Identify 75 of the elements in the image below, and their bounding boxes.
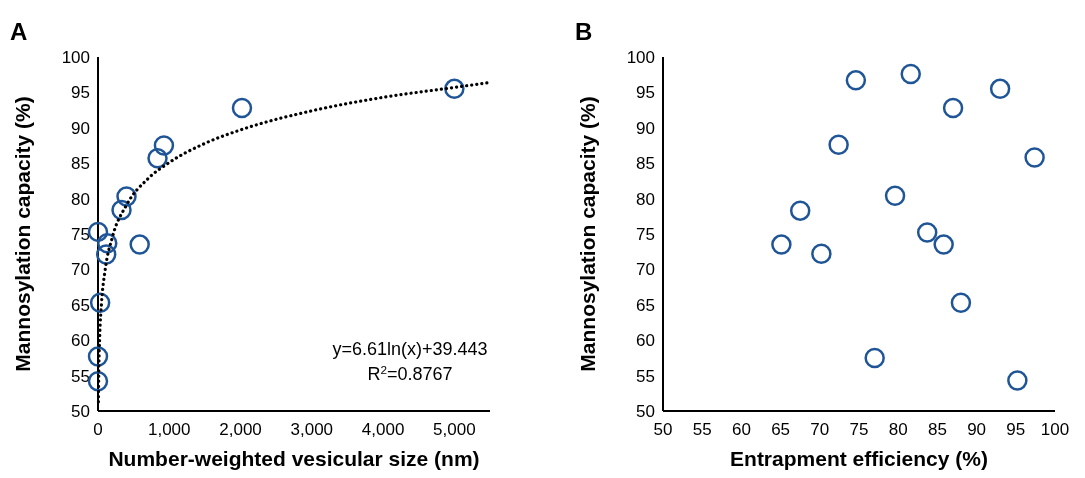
point	[89, 292, 111, 313]
point	[95, 244, 117, 265]
x-tick-label: 1,000	[148, 420, 191, 439]
x-tick-label: 55	[692, 420, 712, 439]
point	[950, 292, 972, 313]
point	[845, 70, 867, 91]
x-tick-label: 0	[93, 420, 103, 439]
y-tick-label: 55	[71, 366, 90, 386]
point	[811, 243, 832, 265]
annotation: R$^{2}$=0.8767	[367, 362, 453, 384]
annotation: y=6.61ln(x)+39.443	[332, 339, 488, 359]
point	[789, 200, 811, 221]
x-tick-label: 70	[810, 420, 830, 439]
point	[97, 232, 118, 254]
point	[933, 234, 954, 255]
y-tick-label: 50	[636, 401, 655, 421]
y-tick-label: 75	[71, 224, 90, 244]
x-tick-label: 4,000	[361, 420, 405, 439]
y-tick-label: 95	[636, 83, 655, 103]
point	[1024, 147, 1045, 168]
chart-title: A	[10, 18, 28, 45]
y-tick-label: 100	[61, 47, 90, 67]
x-tick-label: 80	[888, 420, 908, 439]
y-tick-label: 50	[71, 401, 90, 421]
point	[900, 63, 921, 85]
point	[942, 97, 964, 119]
y-tick-label: 60	[636, 331, 655, 351]
point	[147, 147, 168, 169]
x-tick-label: 60	[731, 420, 751, 439]
y-tick-label: 75	[636, 224, 655, 244]
y-tick-label: 80	[636, 189, 655, 209]
point	[884, 185, 906, 207]
point	[916, 222, 938, 243]
x-axis-title: Number-weighted vesicular size (nm)	[108, 447, 480, 470]
point	[87, 371, 109, 392]
x-axis-title: Entrapment efficiency (%)	[730, 447, 988, 470]
point	[231, 97, 253, 119]
x-tick-label: 95	[1006, 420, 1026, 439]
point	[87, 221, 109, 243]
point	[828, 134, 849, 156]
x-tick-label: 65	[771, 420, 791, 439]
x-tick-label: 100	[1040, 420, 1070, 439]
y-tick-label: 80	[71, 189, 90, 209]
y-tick-label: 85	[636, 154, 655, 174]
x-tick-label: 2,000	[219, 420, 262, 439]
y-tick-label: 100	[626, 47, 655, 67]
x-tick-label: 5,000	[433, 420, 476, 439]
chart-title: B	[575, 18, 593, 45]
point	[771, 234, 792, 255]
point	[864, 347, 885, 369]
y-axis-title: Mannosylation capacity (%)	[576, 96, 599, 372]
y-tick-label: 70	[636, 260, 655, 280]
point	[129, 234, 150, 255]
y-tick-label: 90	[636, 118, 655, 138]
y-tick-label: 90	[71, 118, 90, 138]
x-tick-label: 85	[927, 420, 947, 439]
y-tick-label: 95	[71, 83, 90, 103]
y-tick-label: 85	[71, 154, 90, 174]
point	[111, 199, 132, 221]
x-tick-label: 3,000	[290, 420, 334, 439]
point	[444, 78, 465, 100]
point	[87, 346, 109, 367]
point	[1007, 370, 1028, 391]
x-tick-label: 90	[967, 420, 987, 439]
point	[989, 78, 1011, 100]
y-tick-label: 55	[636, 366, 655, 386]
x-tick-label: 50	[653, 420, 673, 439]
y-axis-title: Mannosylation capacity (%)	[11, 96, 34, 372]
point	[153, 135, 175, 156]
x-tick-label: 75	[849, 420, 869, 439]
y-tick-label: 70	[71, 260, 90, 280]
y-tick-label: 60	[71, 331, 90, 351]
y-tick-label: 65	[636, 295, 655, 315]
point	[116, 186, 137, 207]
y-tick-label: 65	[71, 295, 90, 315]
